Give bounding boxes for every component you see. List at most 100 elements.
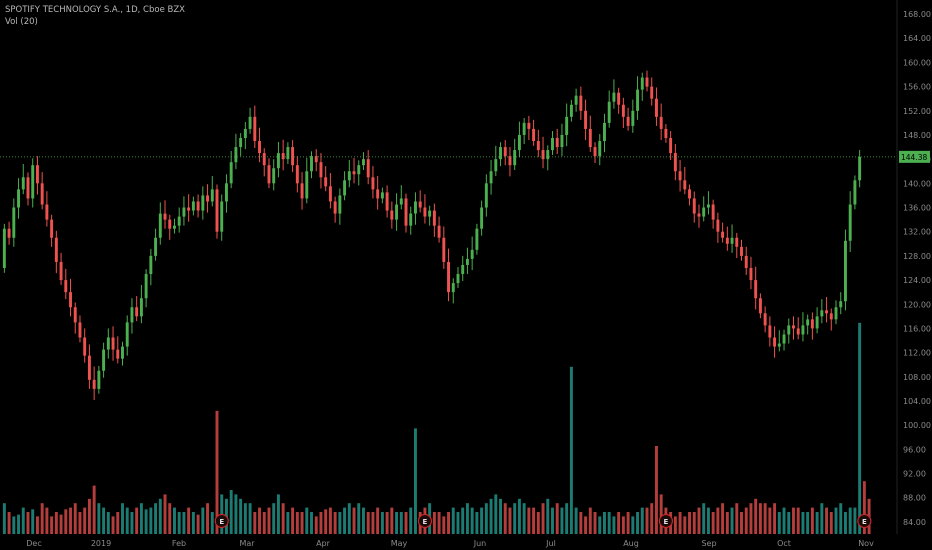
volume-bar: [111, 516, 115, 534]
volume-bar: [527, 507, 531, 534]
candle-body: [475, 228, 479, 250]
volume-bar: [395, 512, 399, 534]
candle-body: [267, 165, 271, 184]
candle-body: [617, 92, 621, 105]
candle-body: [806, 319, 810, 326]
volume-bar: [50, 516, 54, 534]
earnings-marker-label: E: [862, 518, 867, 526]
volume-bar: [725, 512, 729, 534]
candle-body: [706, 204, 710, 208]
volume-bar: [735, 503, 739, 534]
volume-bar: [239, 498, 243, 534]
candle-body: [763, 313, 767, 326]
price-tick-label: 160.00: [903, 58, 931, 67]
volume-bar: [328, 507, 332, 534]
volume-bar: [839, 503, 843, 534]
price-tick-label: 108.00: [903, 373, 931, 382]
volume-bar: [432, 512, 436, 534]
earnings-marker[interactable]: [214, 513, 229, 529]
earnings-marker[interactable]: [417, 513, 433, 529]
volume-bar: [475, 512, 479, 534]
candle-body: [413, 201, 417, 214]
candle-body: [858, 156, 862, 181]
candle-body: [442, 237, 446, 262]
candle-body: [324, 177, 328, 187]
candle-body: [111, 337, 115, 350]
candle-body: [7, 228, 11, 238]
price-axis[interactable]: 84.00 88.00 92.00 96.00 100.00 104.00 108.00 11…: [903, 10, 931, 527]
time-tick-label: Oct: [777, 539, 791, 548]
volume-bar: [593, 512, 597, 534]
candle-body: [201, 195, 205, 211]
volume-bar: [645, 507, 649, 534]
volume-bar: [215, 410, 219, 534]
candle-body: [229, 162, 233, 184]
volume-bar: [154, 503, 158, 534]
candle-body: [810, 319, 814, 329]
price-tick-label: 140.00: [903, 179, 931, 188]
time-tick-label: Feb: [172, 539, 186, 548]
earnings-marker[interactable]: [658, 513, 674, 529]
candle-body: [636, 89, 640, 111]
candle-body: [106, 337, 110, 350]
candle-body: [97, 370, 101, 389]
time-axis[interactable]: Dec 2019 Feb Mar Apr May Jun Jul Aug Sep Oct Nov: [26, 539, 874, 548]
candle-body: [697, 213, 701, 217]
volume-bar: [229, 490, 233, 534]
price-tick-label: 92.00: [903, 470, 926, 479]
candle-body: [843, 240, 847, 302]
candle-body: [588, 128, 592, 148]
volume-bar: [305, 507, 309, 534]
candle-body: [560, 134, 564, 148]
candle-body: [645, 77, 649, 87]
earnings-marker-label: E: [423, 518, 428, 526]
candle-body: [26, 177, 30, 199]
candle-body: [621, 104, 625, 117]
candle-body: [758, 298, 762, 314]
earnings-marker-label: E: [219, 518, 224, 526]
candle-body: [45, 204, 49, 220]
candle-body: [820, 310, 824, 317]
volume-bar: [853, 507, 857, 534]
price-tick-label: 120.00: [903, 300, 931, 309]
volume-bar: [300, 512, 304, 534]
candle-body: [87, 355, 91, 380]
candle-body: [187, 207, 191, 211]
candle-body: [659, 116, 663, 129]
candle-body: [362, 159, 365, 166]
time-tick-label: Apr: [316, 539, 331, 548]
candle-body: [347, 171, 351, 181]
candle-body: [541, 150, 545, 160]
volume-bar: [834, 507, 838, 534]
candle-body: [489, 171, 493, 184]
volume-bar: [631, 516, 635, 534]
volume-bar: [692, 512, 696, 534]
candle-body: [357, 165, 361, 175]
volume-bar: [456, 512, 460, 534]
price-tick-label: 164.00: [903, 34, 931, 43]
earnings-marker[interactable]: [857, 513, 872, 529]
candle-body: [711, 204, 715, 220]
candle-body: [834, 307, 838, 320]
volume-bar: [565, 503, 569, 534]
volume-bar: [843, 512, 847, 534]
volume-bar: [607, 512, 611, 534]
candle-body: [224, 183, 228, 202]
volume-bar: [447, 512, 451, 534]
candle-body: [654, 98, 658, 117]
candle-body: [116, 349, 120, 359]
volume-bar: [168, 503, 172, 534]
candle-body: [432, 210, 436, 226]
volume-bar: [470, 507, 474, 534]
candle-body: [536, 141, 540, 151]
chart-header: SPOTIFY TECHNOLOGY S.A., 1D, Cboe BZX Vo…: [5, 4, 185, 28]
volume-bar: [517, 498, 521, 534]
time-tick-label: 2019: [91, 539, 111, 548]
candle-body: [253, 116, 257, 142]
candle-body: [310, 156, 313, 172]
volume-bar: [102, 507, 106, 534]
candle-body: [314, 156, 318, 163]
candle-body: [404, 198, 408, 226]
